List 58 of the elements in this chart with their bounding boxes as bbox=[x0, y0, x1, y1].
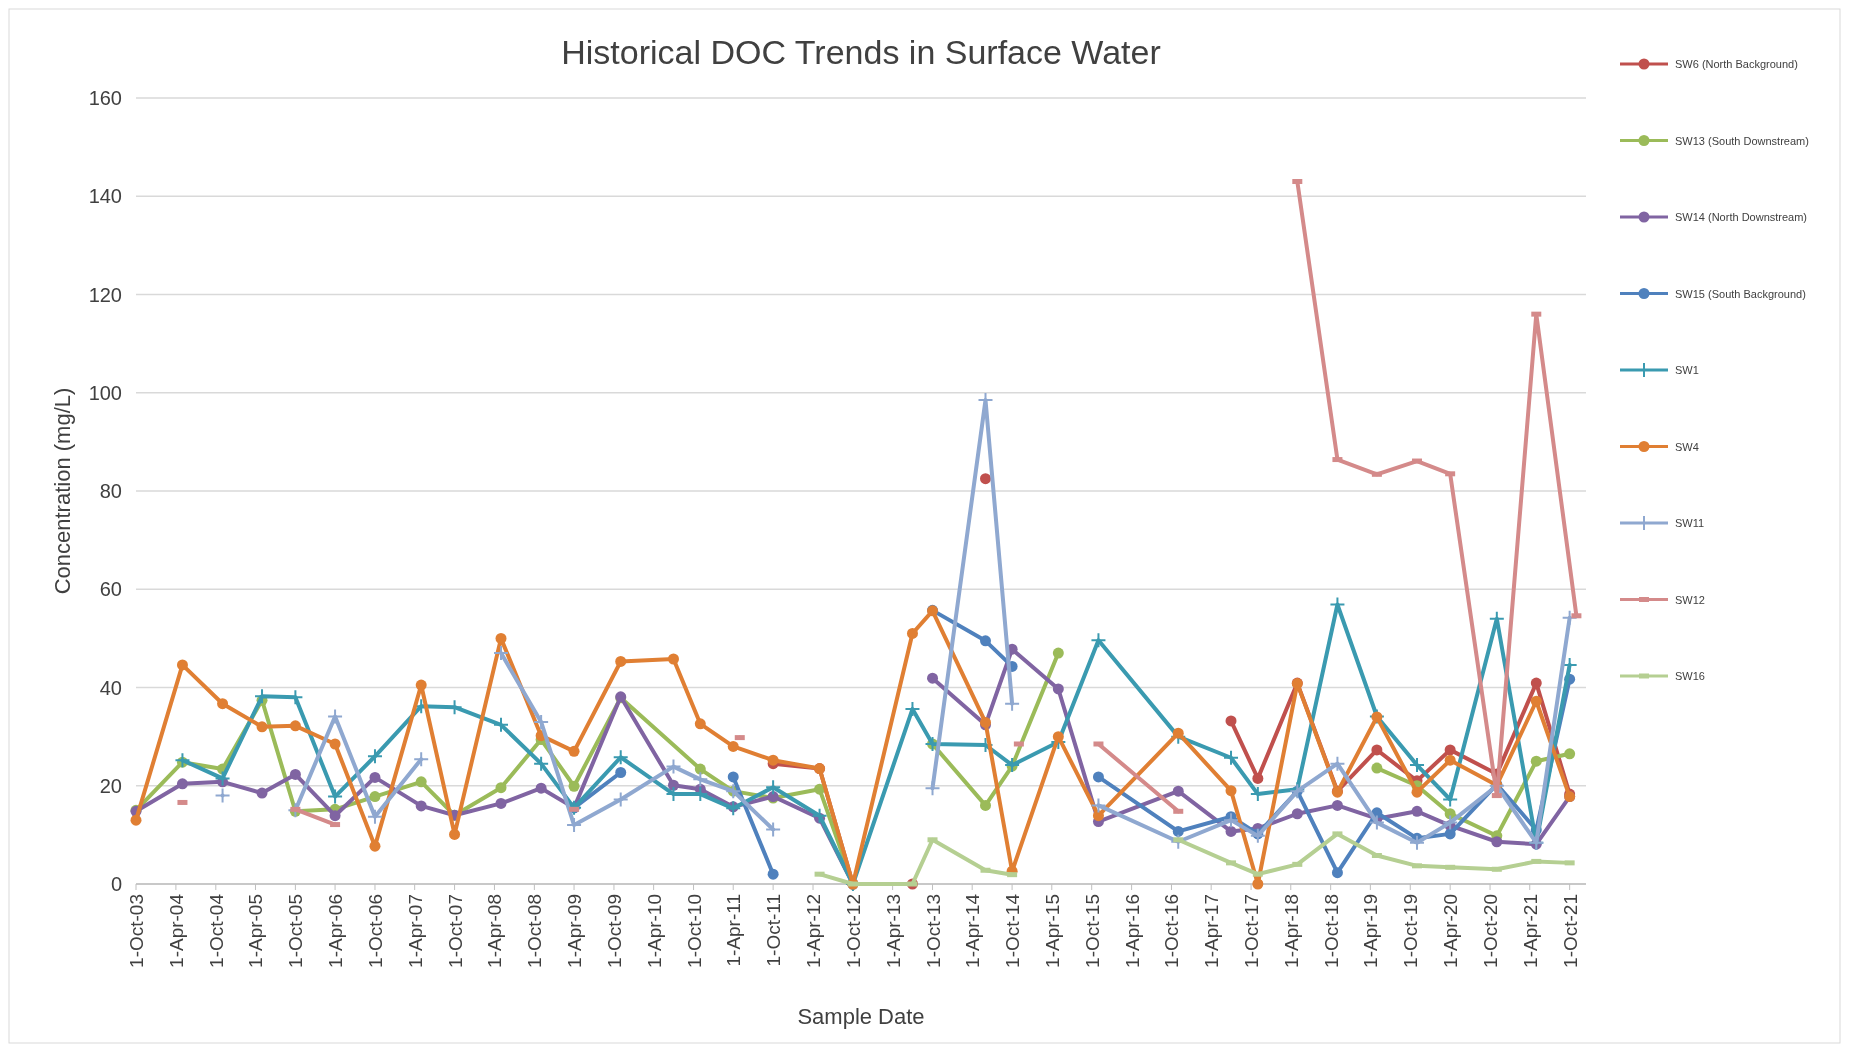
x-tick-label: 1-Apr-13 bbox=[882, 894, 904, 968]
x-axis-title: Sample Date bbox=[797, 1004, 925, 1029]
x-tick-label: 1-Apr-15 bbox=[1041, 894, 1063, 968]
legend-label: SW16 bbox=[1675, 670, 1705, 682]
x-tick-label: 1-Apr-09 bbox=[564, 894, 586, 968]
x-tick-label: 1-Oct-13 bbox=[922, 894, 944, 968]
x-tick-label: 1-Oct-04 bbox=[205, 893, 227, 968]
x-tick-label: 1-Oct-12 bbox=[842, 894, 864, 968]
y-tick-label: 20 bbox=[99, 774, 122, 797]
x-tick-label: 1-Oct-14 bbox=[1002, 893, 1024, 968]
x-tick-label: 1-Apr-08 bbox=[484, 894, 506, 968]
x-tick-label: 1-Apr-21 bbox=[1519, 894, 1541, 968]
legend-label: SW14 (North Downstream) bbox=[1675, 211, 1808, 223]
x-tick-label: 1-Oct-07 bbox=[444, 894, 466, 968]
legend-label: SW1 bbox=[1675, 364, 1699, 376]
y-tick-label: 60 bbox=[99, 578, 122, 601]
y-axis-title: Concentration (mg/L) bbox=[50, 387, 75, 595]
x-tick-label: 1-Apr-18 bbox=[1280, 894, 1302, 968]
legend-label: SW13 (South Downstream) bbox=[1675, 134, 1809, 147]
x-tick-label: 1-Oct-11 bbox=[763, 894, 785, 967]
x-tick-label: 1-Apr-04 bbox=[165, 893, 187, 968]
y-tick-label: 160 bbox=[88, 87, 122, 109]
x-tick-label: 1-Oct-19 bbox=[1400, 894, 1422, 968]
y-tick-label: 0 bbox=[110, 873, 122, 895]
x-tick-label: 1-Oct-06 bbox=[364, 894, 386, 968]
legend-label: SW15 (South Background) bbox=[1675, 287, 1806, 300]
legend-label: SW4 bbox=[1675, 440, 1699, 453]
x-tick-label: 1-Oct-20 bbox=[1480, 894, 1502, 968]
x-tick-label: 1-Oct-10 bbox=[683, 894, 705, 968]
x-tick-label: 1-Apr-06 bbox=[325, 894, 347, 968]
x-tick-label: 1-Apr-17 bbox=[1201, 894, 1223, 968]
y-tick-label: 40 bbox=[99, 676, 122, 699]
x-tick-label: 1-Apr-10 bbox=[643, 894, 665, 968]
chart-title: Historical DOC Trends in Surface Water bbox=[561, 33, 1161, 71]
x-tick-label: 1-Oct-09 bbox=[603, 894, 625, 968]
y-tick-label: 140 bbox=[88, 185, 122, 208]
y-tick-label: 120 bbox=[88, 283, 122, 306]
x-tick-label: 1-Apr-20 bbox=[1440, 894, 1462, 968]
x-tick-label: 1-Oct-16 bbox=[1161, 894, 1183, 968]
y-tick-label: 100 bbox=[88, 381, 122, 404]
x-tick-label: 1-Apr-11 bbox=[723, 894, 745, 967]
x-tick-label: 1-Oct-18 bbox=[1320, 894, 1342, 968]
x-tick-label: 1-Apr-05 bbox=[245, 894, 267, 968]
x-tick-label: 1-Apr-12 bbox=[803, 894, 825, 968]
x-tick-label: 1-Oct-21 bbox=[1559, 894, 1581, 968]
x-tick-label: 1-Oct-15 bbox=[1081, 894, 1103, 968]
x-tick-label: 1-Apr-07 bbox=[404, 894, 426, 968]
legend-label: SW12 bbox=[1675, 593, 1705, 606]
x-tick-label: 1-Oct-08 bbox=[524, 894, 546, 968]
x-tick-label: 1-Oct-05 bbox=[285, 894, 307, 968]
y-tick-label: 80 bbox=[99, 480, 122, 502]
x-tick-label: 1-Apr-19 bbox=[1360, 894, 1382, 968]
legend-label: SW6 (North Background) bbox=[1675, 58, 1798, 70]
x-tick-label: 1-Apr-16 bbox=[1121, 894, 1143, 968]
legend-label: SW11 bbox=[1675, 517, 1705, 529]
x-tick-label: 1-Oct-03 bbox=[126, 894, 147, 968]
x-tick-label: 1-Oct-17 bbox=[1241, 894, 1263, 968]
x-tick-label: 1-Apr-14 bbox=[962, 893, 984, 968]
